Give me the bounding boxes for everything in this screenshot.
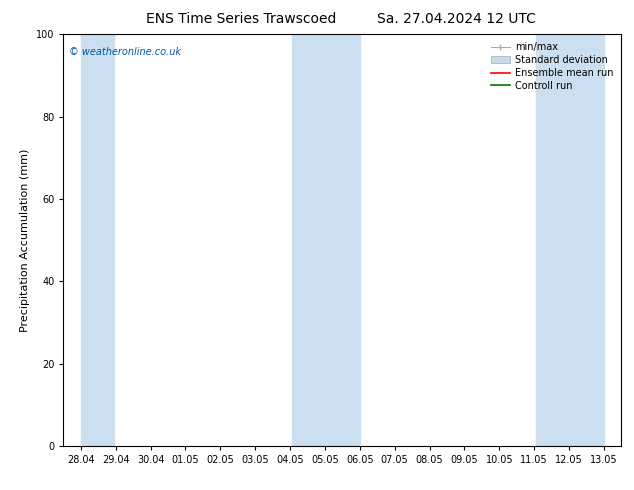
- Text: © weatheronline.co.uk: © weatheronline.co.uk: [69, 47, 181, 57]
- Text: ENS Time Series Trawscoed: ENS Time Series Trawscoed: [146, 12, 336, 26]
- Bar: [81, 34, 114, 446]
- Bar: [536, 34, 604, 446]
- Legend: min/max, Standard deviation, Ensemble mean run, Controll run: min/max, Standard deviation, Ensemble me…: [488, 39, 616, 94]
- Bar: [292, 34, 359, 446]
- Text: Sa. 27.04.2024 12 UTC: Sa. 27.04.2024 12 UTC: [377, 12, 536, 26]
- Y-axis label: Precipitation Accumulation (mm): Precipitation Accumulation (mm): [20, 148, 30, 332]
